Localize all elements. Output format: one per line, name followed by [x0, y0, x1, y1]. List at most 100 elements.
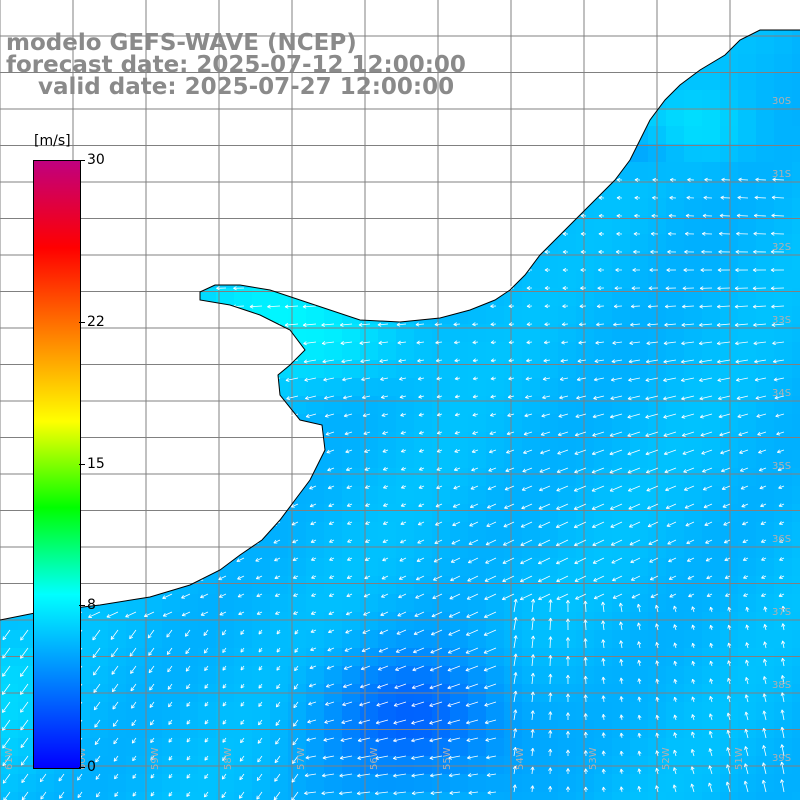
wind-arrow [204, 701, 209, 707]
field-cell [738, 378, 756, 396]
field-cell [468, 612, 486, 630]
wind-arrow-head [453, 467, 457, 471]
wind-arrow-head [508, 324, 513, 327]
field-cell [774, 414, 792, 432]
wind-arrow [347, 557, 353, 561]
wind-arrow-head [287, 416, 291, 419]
field-cell [630, 792, 648, 800]
wind-arrow-head [216, 286, 220, 289]
wind-arrow-head [763, 676, 767, 680]
field-cell [558, 378, 576, 396]
wind-arrow [759, 485, 767, 489]
wind-arrow-head [393, 723, 398, 725]
wind-arrow-head [720, 197, 724, 200]
wind-arrow [778, 485, 785, 489]
wind-arrow [149, 701, 155, 708]
wind-arrow-head [685, 233, 689, 236]
wind-arrow-head [567, 693, 570, 698]
field-cell [522, 450, 540, 468]
wind-arrow [610, 395, 623, 400]
wind-arrow-head [452, 522, 455, 526]
wind-arrow-head [781, 640, 783, 645]
field-cell [396, 342, 414, 360]
field-cell [756, 270, 774, 288]
field-cell [342, 612, 360, 630]
wind-arrow-head [200, 612, 204, 616]
field-cell [450, 414, 468, 432]
wind-arrow [549, 655, 551, 667]
wind-arrow [490, 341, 497, 344]
wind-arrow-head [720, 450, 724, 454]
field-cell [702, 234, 720, 252]
wind-arrow [782, 658, 785, 667]
wind-arrow-head [309, 665, 313, 669]
wind-arrow [274, 557, 281, 562]
wind-arrow [379, 629, 389, 634]
field-cell [702, 378, 720, 396]
field-cell [738, 306, 756, 324]
wind-arrow-head [779, 557, 782, 561]
wind-arrow-head [236, 558, 240, 562]
wind-arrow-head [772, 343, 776, 346]
wind-arrow-head [429, 720, 433, 724]
wind-arrow [507, 413, 515, 417]
field-cell [342, 558, 360, 576]
field-cell [198, 774, 216, 792]
wind-arrow [525, 377, 533, 380]
wind-arrow-head [685, 215, 690, 218]
wind-arrow-head [453, 485, 457, 489]
wind-arrow-head [344, 431, 348, 435]
wind-arrow-head [681, 341, 685, 344]
wind-arrow [113, 737, 119, 745]
wind-arrow [393, 737, 407, 742]
wind-arrow-head [515, 672, 518, 676]
wind-arrow-head [781, 623, 784, 628]
wind-arrow [549, 636, 551, 649]
wind-arrow [111, 647, 119, 658]
wind-arrow-head [609, 469, 613, 473]
wind-arrow-head [418, 466, 422, 471]
wind-arrow [219, 611, 227, 616]
wind-arrow [449, 593, 461, 600]
wind-arrow-head [185, 651, 190, 655]
wind-arrow-head [465, 685, 469, 689]
wind-arrow [513, 599, 517, 613]
wind-arrow-head [771, 215, 775, 218]
wind-arrow-head [734, 306, 739, 309]
wind-arrow-head [614, 287, 619, 291]
wind-arrow-head [502, 578, 505, 582]
wind-arrow-head [341, 359, 345, 363]
field-cell [504, 414, 522, 432]
wind-arrow-head [615, 267, 619, 271]
wind-arrow [132, 755, 137, 761]
wind-arrow [524, 413, 533, 417]
wind-arrow-head [364, 557, 368, 561]
wind-arrow-head [233, 286, 237, 289]
field-cell [342, 432, 360, 450]
wind-arrow-head [727, 729, 731, 733]
wind-arrow-head [645, 435, 650, 438]
wind-arrow [362, 629, 371, 634]
wind-arrow-head [727, 607, 729, 611]
wind-arrow [453, 485, 461, 489]
wind-arrow-head [550, 617, 553, 622]
wind-arrow-head [544, 322, 548, 325]
wind-arrow-head [655, 715, 658, 719]
wind-arrow-head [648, 541, 652, 545]
wind-arrow [673, 749, 677, 757]
wind-arrow [742, 539, 749, 543]
wind-arrow-head [322, 755, 326, 759]
field-cell [414, 702, 432, 720]
field-cell [306, 504, 324, 522]
wind-arrow-head [663, 341, 668, 344]
wind-arrow [323, 737, 335, 741]
field-cell [630, 342, 648, 360]
field-cell [396, 522, 414, 540]
wind-arrow-head [487, 504, 490, 509]
wind-arrow-head [450, 559, 454, 563]
wind-arrow [684, 503, 695, 509]
wind-arrow-head [256, 593, 260, 597]
wind-arrow [647, 503, 659, 510]
field-cell [288, 630, 306, 648]
field-cell [720, 90, 738, 108]
